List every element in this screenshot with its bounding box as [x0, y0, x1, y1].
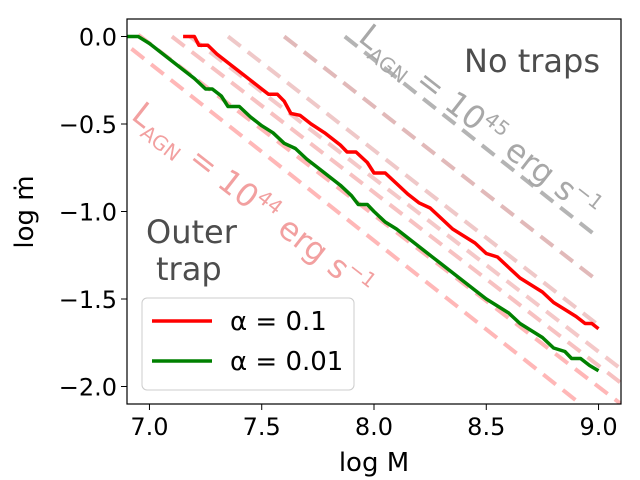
- y-tick-label-4: −2.0: [59, 374, 117, 402]
- y-tick-label-1: −0.5: [59, 111, 117, 139]
- iso-line-5: [282, 34, 600, 284]
- outer-trap-label-line2: trap: [156, 250, 222, 288]
- outer-trap-label-line1: Outer: [146, 213, 238, 251]
- x-axis-label: log M: [339, 448, 409, 478]
- y-axis-ticks: 0.0 −0.5 −1.0 −1.5 −2.0: [59, 24, 127, 402]
- series-line-0: [183, 34, 600, 331]
- x-tick-label-4: 9.0: [579, 413, 617, 441]
- iso-line-4: [226, 34, 600, 327]
- x-tick-label-0: 7.0: [130, 413, 168, 441]
- y-tick-label-2: −1.0: [59, 199, 117, 227]
- y-tick-label-0: 0.0: [79, 24, 117, 52]
- x-tick-label-1: 7.5: [243, 413, 281, 441]
- iso-line-1: [137, 33, 621, 404]
- x-tick-label-2: 8.0: [355, 413, 393, 441]
- legend-label-alpha-0-01: α = 0.01: [230, 347, 343, 377]
- no-traps-label: No traps: [464, 42, 600, 80]
- iso-line-3: [188, 34, 621, 371]
- y-tick-label-3: −1.5: [59, 286, 117, 314]
- x-tick-label-3: 8.5: [467, 413, 505, 441]
- series-lines: [127, 34, 600, 373]
- iso-line-6: [343, 34, 600, 240]
- legend-label-alpha-0-1: α = 0.1: [230, 307, 327, 337]
- iso-line-0: [130, 47, 582, 404]
- iso-line-2: [170, 34, 621, 385]
- x-axis-ticks: 7.0 7.5 8.0 8.5 9.0: [130, 404, 618, 441]
- series-line-1: [127, 34, 600, 373]
- iso-luminosity-lines: [130, 33, 621, 404]
- y-axis-label: log ṁ: [10, 175, 40, 248]
- legend: α = 0.1 α = 0.01: [141, 297, 355, 391]
